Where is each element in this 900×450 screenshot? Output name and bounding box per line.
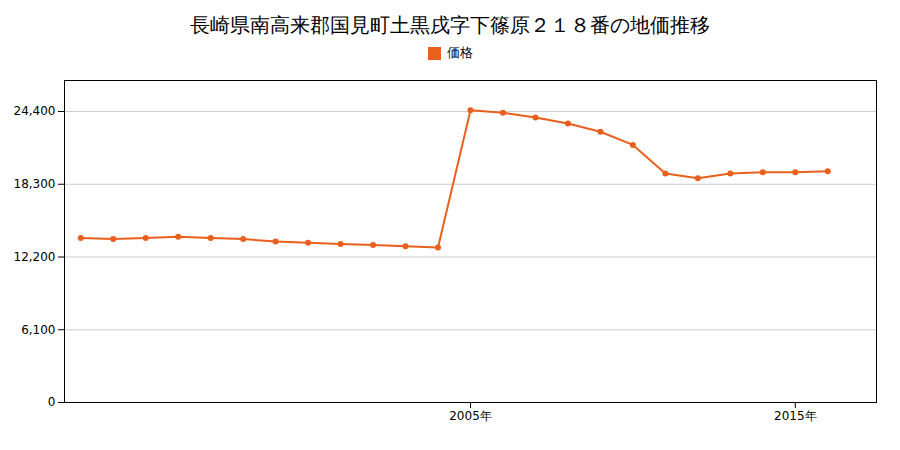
html-text:価格: 価格 [446,45,473,60]
svg-text:2005年: 2005年 [449,409,492,423]
svg-text:6,100: 6,100 [21,323,55,337]
svg-text:0: 0 [48,395,56,409]
svg-text:24,400: 24,400 [14,104,56,118]
svg-text:2015年: 2015年 [774,409,817,423]
svg-text:18,300: 18,300 [14,177,56,191]
svg-text:12,200: 12,200 [14,250,56,264]
html-text:長崎県南高来郡国見町土黒戌字下篠原２１８番の地価推移: 長崎県南高来郡国見町土黒戌字下篠原２１８番の地価推移 [190,13,710,37]
